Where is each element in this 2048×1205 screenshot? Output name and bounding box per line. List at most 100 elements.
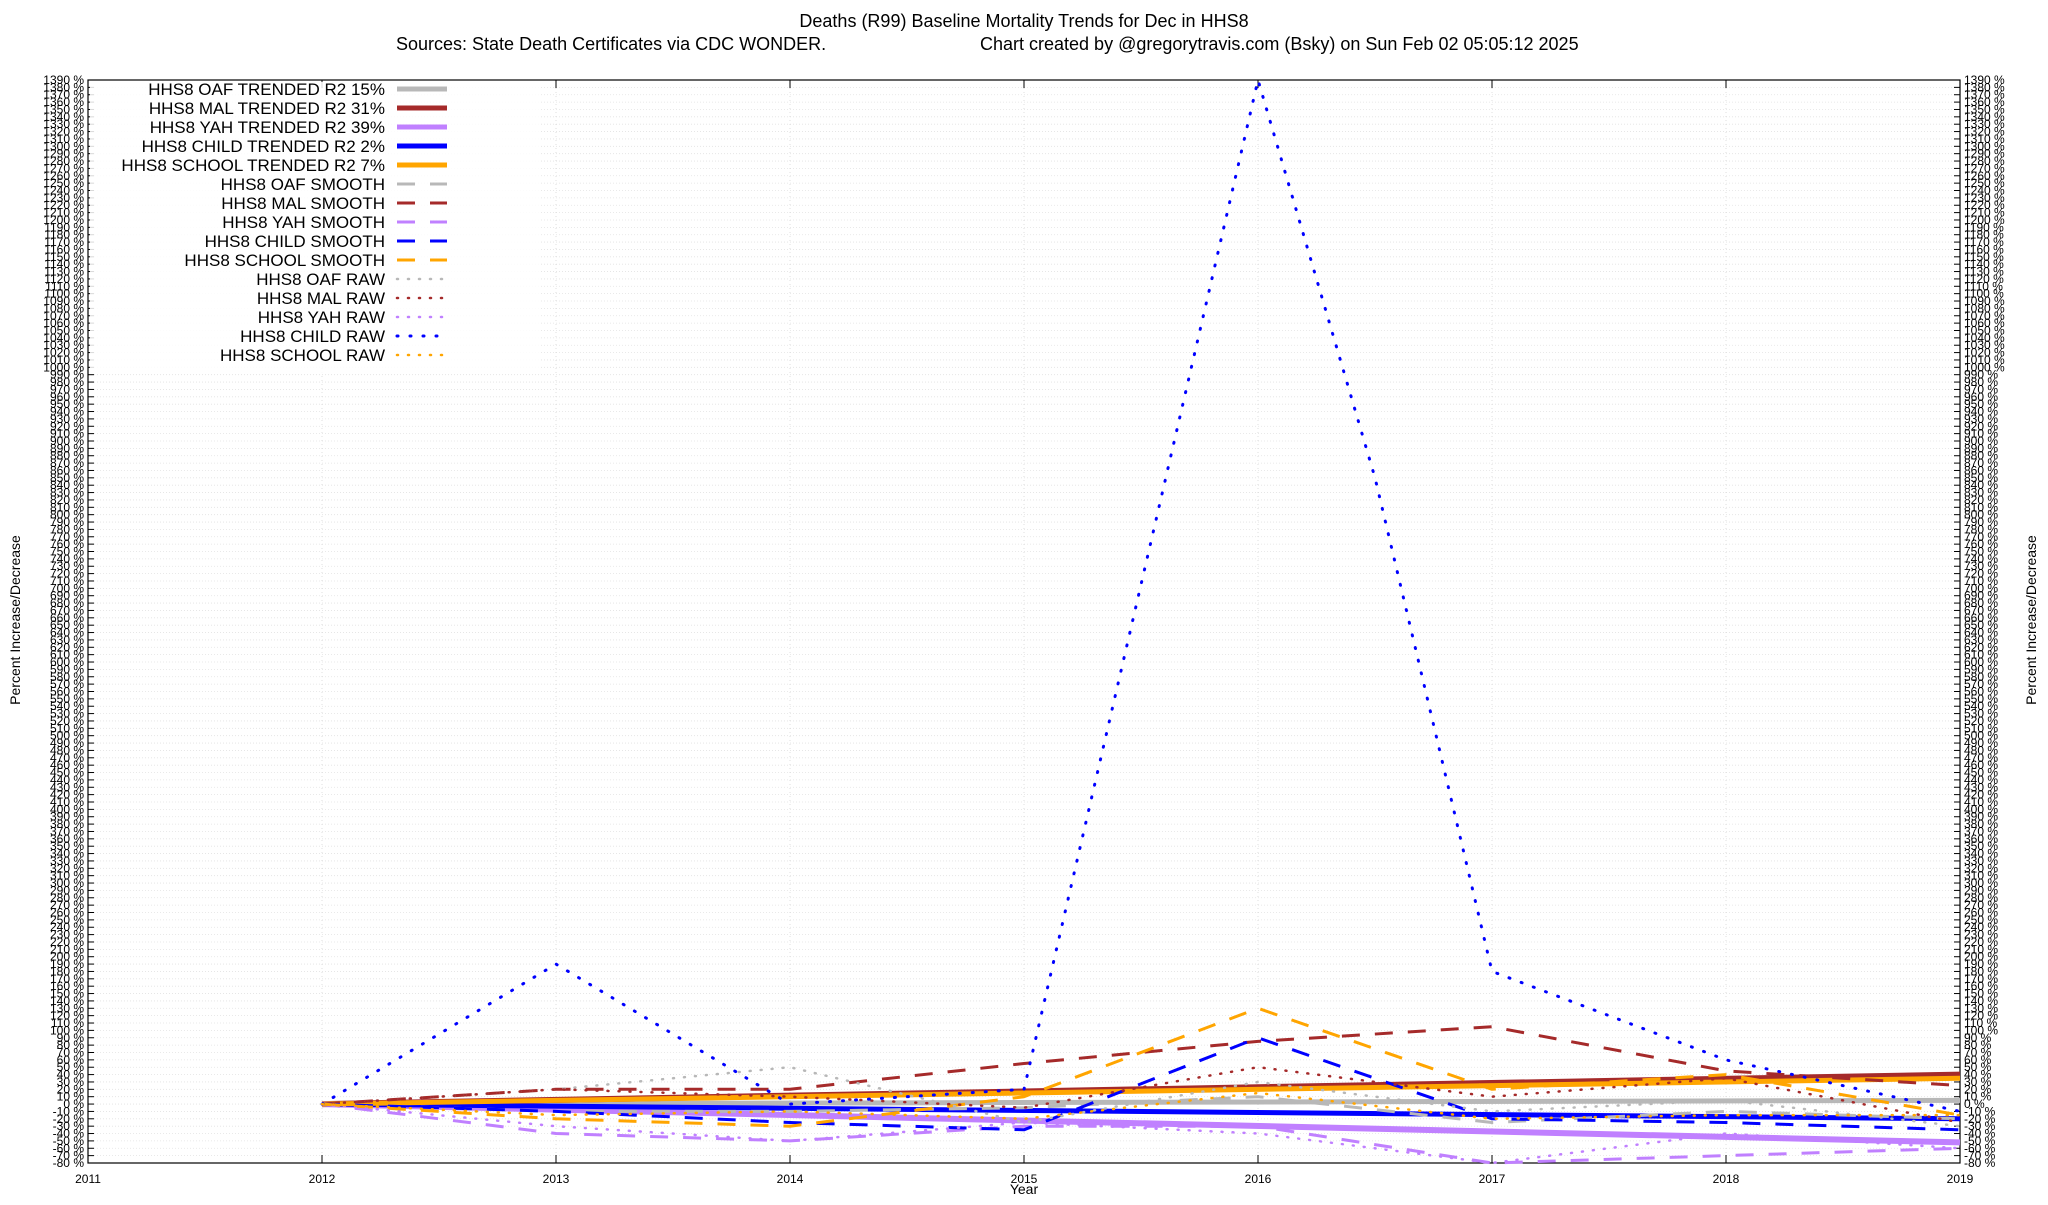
y2-tick-label: 890 %: [1964, 441, 1998, 455]
y-tick-label: 520 %: [50, 714, 84, 728]
legend-label-7: HHS8 YAH SMOOTH: [222, 213, 385, 232]
y2-tick-label: 1180 %: [1964, 228, 2004, 242]
y2-tick-label: 1170 %: [1964, 235, 2004, 249]
legend-label-12: HHS8 YAH RAW: [258, 308, 385, 327]
series-line-5: [321, 1095, 1961, 1124]
y-tick-label: 1300 %: [43, 139, 84, 153]
y2-tick-label: 380 %: [1964, 817, 1998, 831]
y-tick-label: -10 %: [53, 1104, 85, 1118]
legend-label-6: HHS8 MAL SMOOTH: [221, 194, 385, 213]
y2-tick-label: 420 %: [1964, 788, 1998, 802]
y-tick-label: 590 %: [50, 662, 84, 676]
legend-label-2: HHS8 YAH TRENDED R2 39%: [150, 118, 385, 137]
y2-tick-label: 140 %: [1964, 994, 1998, 1008]
y-tick-label: 260 %: [50, 906, 84, 920]
y2-tick-label: 280 %: [1964, 891, 1998, 905]
y-tick-label: 1170 %: [44, 235, 84, 249]
legend-label-8: HHS8 CHILD SMOOTH: [205, 232, 385, 251]
y-tick-label: 1100 %: [44, 287, 84, 301]
y2-tick-label: 830 %: [1964, 486, 1998, 500]
y2-tick-label: 1360 %: [1964, 95, 2005, 109]
y-tick-label: 160 %: [50, 979, 84, 993]
y2-tick-label: 970 %: [1964, 382, 1998, 396]
y-tick-label: 760 %: [50, 537, 84, 551]
y2-tick-label: 300 %: [1964, 876, 1998, 890]
y2-tick-label: 1020 %: [1964, 346, 2005, 360]
y-tick-label: 1050 %: [43, 323, 84, 337]
y2-tick-label: -10 %: [1964, 1104, 1996, 1118]
y-tick-label: 1020 %: [43, 346, 84, 360]
legend-label-0: HHS8 OAF TRENDED R2 15%: [148, 80, 385, 99]
y-tick-label: 650 %: [50, 618, 84, 632]
y2-tick-label: 1060 %: [1964, 316, 2005, 330]
legend-label-5: HHS8 OAF SMOOTH: [221, 175, 385, 194]
y2-tick-label: 910 %: [1964, 427, 1998, 441]
y-tick-label: 50 %: [57, 1060, 85, 1074]
y-tick-label: 210 %: [50, 942, 84, 956]
y-tick-label: 1210 %: [43, 206, 84, 220]
y-tick-label: 740 %: [50, 552, 84, 566]
y-tick-label: 450 %: [50, 766, 84, 780]
y-tick-label: 0 %: [63, 1097, 84, 1111]
y2-tick-label: 640 %: [1964, 626, 1998, 640]
y2-tick-label: 30 %: [1964, 1075, 1992, 1089]
y-tick-label: 820 %: [50, 493, 84, 507]
y2-tick-label: 620 %: [1964, 640, 1998, 654]
y2-tick-label: 1070 %: [1964, 309, 2005, 323]
y2-tick-label: 240 %: [1964, 920, 1998, 934]
y-tick-label: 320 %: [50, 861, 84, 875]
y-tick-label: 230 %: [50, 928, 84, 942]
y2-tick-label: 990 %: [1964, 368, 1998, 382]
y2-tick-label: 360 %: [1964, 832, 1998, 846]
y-tick-label: 270 %: [50, 898, 84, 912]
y-tick-label: 570 %: [50, 677, 84, 691]
legend-label-10: HHS8 OAF RAW: [256, 270, 385, 289]
y-tick-label: 640 %: [50, 626, 84, 640]
y-tick-label: 710 %: [50, 574, 84, 588]
y2-tick-label: 550 %: [1964, 692, 1998, 706]
y2-tick-label: 250 %: [1964, 913, 1998, 927]
y2-tick-label: 260 %: [1964, 906, 1998, 920]
y2-tick-label: 580 %: [1964, 670, 1998, 684]
y-tick-label: 170 %: [50, 972, 84, 986]
series-line-7: [321, 1102, 1961, 1165]
y2-tick-label: 370 %: [1964, 824, 1998, 838]
y-tick-label: 1250 %: [43, 176, 84, 190]
series-line-12: [320, 1102, 1962, 1165]
y-tick-label: 130 %: [50, 1001, 84, 1015]
y-tick-label: -20 %: [53, 1112, 85, 1126]
y2-tick-label: 1120 %: [1964, 272, 2004, 286]
y-tick-label: 430 %: [50, 780, 84, 794]
series-lines: [320, 78, 1962, 1165]
x-axis-label: Year: [1010, 1181, 1039, 1197]
y-tick-label: 730 %: [50, 559, 84, 573]
y-tick-label: 1060 %: [43, 316, 84, 330]
y-tick-label: 790 %: [50, 515, 84, 529]
y2-tick-label: 60 %: [1964, 1053, 1992, 1067]
y2-tick-label: 980 %: [1964, 375, 1998, 389]
legend-label-1: HHS8 MAL TRENDED R2 31%: [149, 99, 385, 118]
y-tick-label: 920 %: [50, 419, 84, 433]
y2-tick-label: 1110 %: [1964, 279, 2003, 293]
y-tick-label: 960 %: [50, 390, 84, 404]
y2-tick-label: 160 %: [1964, 979, 1998, 993]
x-tick-label: 2019: [1947, 1172, 1974, 1186]
y2-tick-label: 90 %: [1964, 1031, 1992, 1045]
y-tick-label: 630 %: [50, 633, 84, 647]
y-tick-label: 780 %: [50, 522, 84, 536]
y-tick-label: 1140 %: [44, 257, 84, 271]
y-tick-label: 720 %: [50, 567, 84, 581]
x-tick-label: 2015: [1011, 1172, 1038, 1186]
y2-tick-label: 1280 %: [1964, 154, 2005, 168]
y2-tick-label: 860 %: [1964, 463, 1998, 477]
y2-tick-label: 340 %: [1964, 847, 1998, 861]
y2-tick-label: 430 %: [1964, 780, 1998, 794]
y2-tick-label: 670 %: [1964, 603, 1998, 617]
y-tick-label: 1310 %: [43, 132, 84, 146]
y-tick-label: 530 %: [50, 707, 84, 721]
y2-tick-label: 1160 %: [1964, 242, 2004, 256]
y2-tick-label: 780 %: [1964, 522, 1998, 536]
y2-tick-label: 920 %: [1964, 419, 1998, 433]
plot-frame: [87, 79, 1961, 1164]
